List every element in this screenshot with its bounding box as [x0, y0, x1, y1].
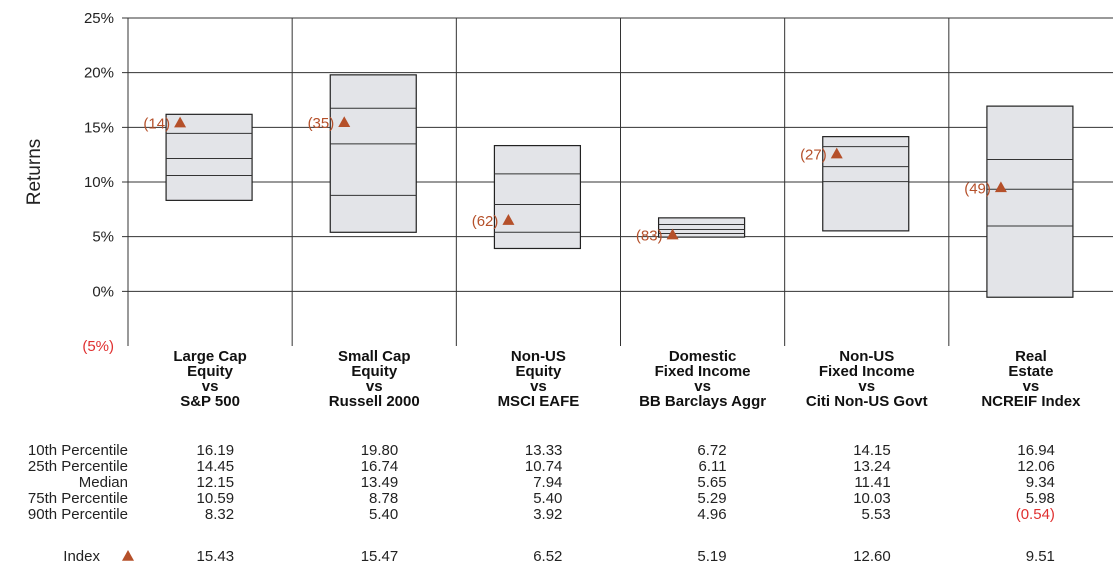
stat-value: 5.29	[697, 490, 726, 507]
percentile-box	[986, 105, 1074, 298]
index-value: 15.43	[197, 548, 235, 565]
stat-value: 5.40	[533, 490, 562, 507]
stat-value: 6.11	[698, 458, 726, 475]
row-label: Median	[79, 474, 128, 491]
category-label: Non-US	[511, 348, 566, 365]
stat-value: 10.03	[853, 490, 891, 507]
category-label: vs	[694, 378, 711, 395]
category-label: BB Barclays Aggr	[639, 393, 766, 410]
stat-value: 6.72	[697, 442, 726, 459]
category-label: Large Cap	[173, 348, 246, 365]
category-label: vs	[366, 378, 383, 395]
stat-value: 16.94	[1017, 442, 1055, 459]
stat-value: 9.34	[1026, 474, 1055, 491]
stat-value: 13.24	[853, 458, 891, 475]
y-tick-label: 5%	[92, 229, 114, 246]
stat-value: 16.74	[361, 458, 399, 475]
stat-value: 14.45	[197, 458, 235, 475]
index-value: 5.19	[697, 548, 726, 565]
y-tick-label: 10%	[84, 174, 114, 191]
row-label: 25th Percentile	[28, 458, 128, 475]
stat-value: 4.96	[697, 506, 726, 523]
rank-label: (62)	[472, 213, 499, 230]
stat-value: 13.49	[361, 474, 399, 491]
index-row-label: Index	[63, 548, 100, 565]
category-label: Estate	[1008, 363, 1053, 380]
stat-value: 5.65	[697, 474, 726, 491]
category-label: Fixed Income	[655, 363, 751, 380]
category-label: vs	[202, 378, 219, 395]
category-label: Russell 2000	[329, 393, 420, 410]
y-tick-label: 25%	[84, 10, 114, 27]
stat-value: 3.92	[533, 506, 562, 523]
y-tick-label: 0%	[92, 283, 114, 300]
stat-value: 12.06	[1017, 458, 1055, 475]
stat-value: 5.53	[862, 506, 891, 523]
category-label: vs	[530, 378, 547, 395]
stat-value: 13.33	[525, 442, 563, 459]
index-marker	[174, 116, 187, 128]
category-label: Equity	[187, 363, 233, 380]
index-marker	[338, 116, 351, 127]
stat-value: 19.80	[361, 442, 399, 459]
category-label: Fixed Income	[819, 363, 915, 380]
category-label: vs	[1023, 378, 1040, 395]
rank-label: (35)	[308, 115, 335, 132]
stat-value: 12.15	[197, 474, 235, 491]
percentile-box	[493, 144, 582, 250]
category-label: Citi Non-US Govt	[806, 393, 928, 410]
index-value: 15.47	[361, 548, 399, 565]
stat-value: 10.59	[197, 490, 235, 507]
row-label: 90th Percentile	[28, 506, 128, 523]
index-marker	[666, 228, 679, 240]
row-label: 10th Percentile	[28, 442, 128, 459]
y-tick-label: 15%	[84, 119, 114, 136]
y-axis-label: Returns	[24, 139, 45, 206]
category-label: Domestic	[669, 348, 737, 365]
y-tick-label: 20%	[84, 65, 114, 82]
y-tick-label: (5%)	[82, 338, 114, 355]
row-label: 75th Percentile	[28, 490, 128, 507]
stat-value: 14.15	[853, 442, 891, 459]
stat-value: 7.94	[533, 474, 562, 491]
percentile-box	[165, 113, 253, 201]
stat-value: 8.78	[369, 490, 398, 507]
index-marker	[994, 181, 1007, 193]
stat-value: 5.40	[369, 506, 398, 523]
category-label: Real	[1015, 348, 1047, 365]
index-legend-marker	[122, 550, 134, 561]
stat-value: 11.41	[854, 474, 890, 491]
index-value: 12.60	[853, 548, 891, 565]
rank-label: (49)	[964, 180, 991, 197]
category-label: Equity	[351, 363, 397, 380]
stat-value: 16.19	[197, 442, 235, 459]
percentile-box	[657, 217, 746, 238]
rank-label: (14)	[143, 116, 170, 133]
stat-value: 10.74	[525, 458, 563, 475]
category-label: S&P 500	[180, 393, 240, 410]
stat-value: 5.98	[1026, 490, 1055, 507]
index-value: 6.52	[533, 548, 562, 565]
index-marker	[830, 147, 843, 159]
category-label: vs	[858, 378, 875, 395]
category-label: Equity	[515, 363, 561, 380]
percentile-box	[329, 74, 417, 233]
stat-value: 8.32	[205, 506, 234, 523]
index-marker	[502, 214, 515, 225]
stat-value: (0.54)	[1016, 506, 1055, 523]
category-label: Small Cap	[338, 348, 411, 365]
category-label: MSCI EAFE	[498, 393, 580, 410]
rank-label: (27)	[800, 147, 827, 164]
rank-label: (83)	[636, 228, 663, 245]
index-value: 9.51	[1026, 548, 1055, 565]
category-label: NCREIF Index	[981, 393, 1081, 410]
category-label: Non-US	[839, 348, 894, 365]
